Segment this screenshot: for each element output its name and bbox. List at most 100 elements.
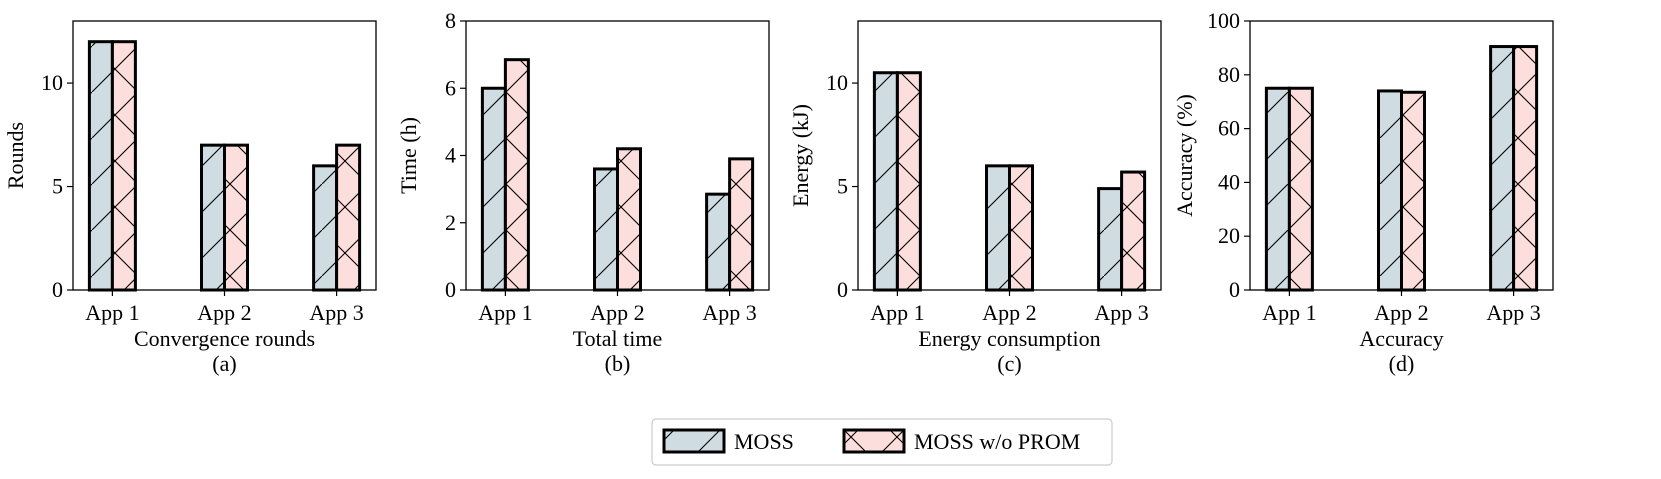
bar-moss-app2 xyxy=(200,143,226,292)
legend: MOSS MOSS w/o PROM xyxy=(651,418,1113,466)
y-axis-label: Energy (kJ) xyxy=(788,104,813,207)
bar-moss-app3 xyxy=(1489,45,1516,292)
bar-hatch xyxy=(874,72,898,290)
bar-hatch xyxy=(617,148,641,290)
y-tick-label: 0 xyxy=(837,277,848,302)
bar-hatch xyxy=(1490,46,1514,291)
y-tick-label: 0 xyxy=(445,277,456,302)
bar-moss-wo-prom-app2 xyxy=(223,143,249,292)
bar-hatch xyxy=(1378,90,1402,290)
bar-moss-app3 xyxy=(312,164,339,292)
y-axis-label: Accuracy (%) xyxy=(1172,94,1197,217)
bar-hatch xyxy=(224,145,248,290)
y-tick-label: 20 xyxy=(1218,223,1240,248)
legend-swatch-moss-hatch xyxy=(664,430,724,452)
bar-hatch xyxy=(706,194,730,290)
legend-label-moss-wo-prom: MOSS w/o PROM xyxy=(914,429,1080,454)
x-axis-label: Energy consumption xyxy=(918,326,1100,351)
bar-moss-app2 xyxy=(593,167,619,292)
y-axis-label: Time (h) xyxy=(396,117,421,194)
bar-hatch xyxy=(1266,88,1290,290)
bar-moss-wo-prom-app3 xyxy=(1512,45,1539,292)
y-tick-label: 6 xyxy=(445,75,456,100)
x-axis-label: Accuracy xyxy=(1359,326,1443,351)
x-tick-label: App 2 xyxy=(590,300,644,325)
bar-moss-wo-prom-app3 xyxy=(335,143,362,292)
bar-moss-app1 xyxy=(87,40,114,292)
bar-moss-wo-prom-app2 xyxy=(616,147,642,292)
bar-hatch xyxy=(1121,172,1145,290)
bar-moss-app3 xyxy=(1097,187,1124,292)
x-axis-label: Total time xyxy=(573,326,663,351)
bar-moss-wo-prom-app1 xyxy=(110,40,137,292)
bar-hatch xyxy=(313,165,337,290)
bar-hatch xyxy=(897,72,921,290)
y-tick-label: 10 xyxy=(41,70,63,95)
x-axis-label: Convergence rounds xyxy=(134,326,315,351)
x-tick-label: App 2 xyxy=(982,300,1036,325)
y-tick-label: 5 xyxy=(52,174,63,199)
bar-moss-wo-prom-app3 xyxy=(728,157,755,292)
bar-moss-wo-prom-app1 xyxy=(895,71,922,292)
x-tick-label: App 3 xyxy=(309,300,363,325)
bar-moss-app3 xyxy=(705,192,732,292)
y-axis-label: Rounds xyxy=(3,122,28,189)
x-tick-label: App 2 xyxy=(197,300,251,325)
panel-caption: (d) xyxy=(1389,351,1415,376)
bar-hatch xyxy=(112,41,136,290)
legend-label-moss: MOSS xyxy=(734,429,794,454)
bar-hatch xyxy=(89,41,113,290)
x-tick-label: App 1 xyxy=(85,300,139,325)
bar-hatch xyxy=(1098,188,1122,290)
chart-panel-2: 0 2 4 6 8 App 1 App 2 App 3 Total time(b) Time (h… xyxy=(396,8,770,376)
bar-moss-wo-prom-app2 xyxy=(1008,164,1034,292)
bar-moss-wo-prom-app3 xyxy=(1120,170,1147,292)
x-tick-label: App 1 xyxy=(1262,300,1316,325)
x-tick-label: App 3 xyxy=(1094,300,1148,325)
bar-moss-app1 xyxy=(872,71,899,292)
y-tick-label: 100 xyxy=(1207,8,1240,33)
legend-entry-moss-wo-prom: MOSS w/o PROM xyxy=(842,428,1080,454)
x-tick-label: App 2 xyxy=(1374,300,1428,325)
bar-hatch xyxy=(482,88,506,290)
x-tick-label: App 1 xyxy=(870,300,924,325)
bar-hatch xyxy=(729,158,753,290)
chart-panel-4: 0 20 40 60 80 100 App 1 App 2 App 3 Accuracy(d) Ac… xyxy=(1172,8,1554,376)
y-tick-label: 4 xyxy=(445,143,456,168)
bar-moss-wo-prom-app1 xyxy=(503,58,530,292)
y-tick-label: 60 xyxy=(1218,116,1240,141)
x-tick-label: App 3 xyxy=(702,300,756,325)
bar-hatch xyxy=(1289,88,1313,290)
x-tick-label: App 1 xyxy=(478,300,532,325)
bar-moss-wo-prom-app1 xyxy=(1287,86,1314,292)
panel-caption: (a) xyxy=(212,351,236,376)
bar-hatch xyxy=(986,165,1010,290)
y-tick-label: 2 xyxy=(445,210,456,235)
bar-moss-app1 xyxy=(1264,86,1291,292)
bar-hatch xyxy=(1513,46,1537,291)
panel-caption: (c) xyxy=(997,351,1021,376)
panel-caption: (b) xyxy=(605,351,631,376)
bar-moss-app2 xyxy=(985,164,1011,292)
y-tick-label: 0 xyxy=(1229,277,1240,302)
bar-moss-app2 xyxy=(1377,89,1403,292)
y-tick-label: 10 xyxy=(826,70,848,95)
x-tick-label: App 3 xyxy=(1486,300,1540,325)
bar-moss-app1 xyxy=(480,86,507,292)
bar-hatch xyxy=(1009,165,1033,290)
bar-hatch xyxy=(1401,92,1425,290)
legend-entry-moss: MOSS xyxy=(662,428,794,454)
bar-moss-wo-prom-app2 xyxy=(1400,90,1426,292)
legend-swatch-moss-wo-prom-hatch xyxy=(844,430,904,452)
y-tick-label: 5 xyxy=(837,174,848,199)
bar-hatch xyxy=(201,145,225,290)
y-tick-label: 80 xyxy=(1218,62,1240,87)
y-tick-label: 40 xyxy=(1218,169,1240,194)
bar-hatch xyxy=(594,168,618,290)
bar-hatch xyxy=(505,59,529,291)
bar-hatch xyxy=(336,145,360,290)
